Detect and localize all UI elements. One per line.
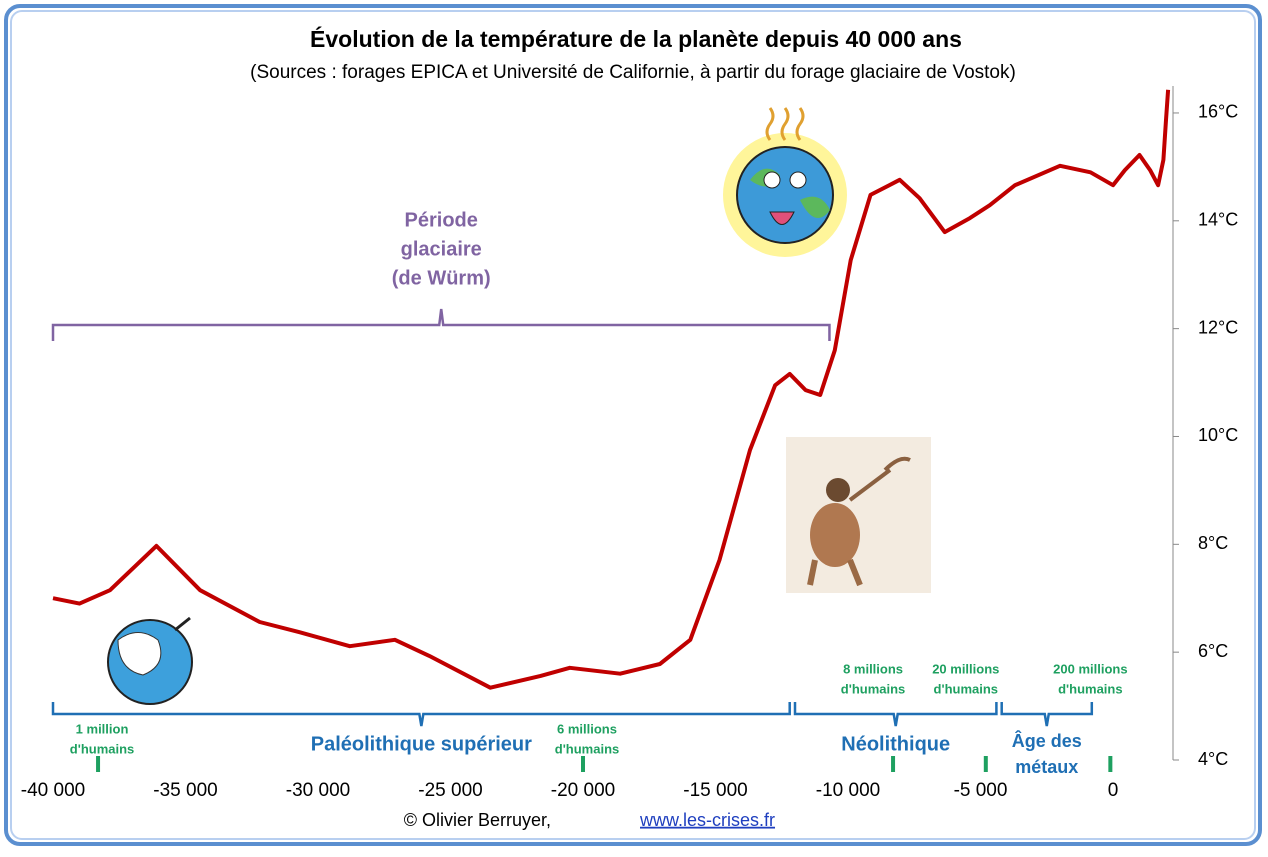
period-label: métaux [1015, 757, 1078, 777]
population-label: d'humains [934, 681, 999, 696]
glacial-label: Période [405, 209, 478, 231]
credit: © Olivier Berruyer, [404, 810, 551, 830]
glacial-brace [51, 308, 831, 341]
population-marker [891, 756, 896, 772]
population-marker [1108, 756, 1113, 772]
population-label: d'humains [555, 741, 620, 756]
period-brace [1000, 702, 1094, 727]
x-tick-label: -5 000 [954, 780, 1008, 801]
y-tick-label: 14°C [1198, 210, 1238, 230]
population-marker [96, 756, 101, 772]
x-tick-label: -25 000 [418, 780, 482, 801]
frame [4, 4, 1262, 846]
x-tick-label: 0 [1108, 780, 1119, 801]
x-tick-label: -35 000 [153, 780, 217, 801]
period-brace [793, 702, 998, 727]
y-tick-label: 12°C [1198, 317, 1238, 337]
population-marker [983, 756, 988, 772]
population-label: 1 million [76, 721, 129, 736]
temperature-line [52, 89, 1171, 690]
hot-earth-illustration [723, 107, 847, 257]
glacial-label: glaciaire [401, 238, 482, 260]
y-tick-label: 10°C [1198, 425, 1238, 445]
population-label: d'humains [841, 681, 906, 696]
period-label: Âge des [1012, 730, 1082, 751]
period-label: Paléolithique supérieur [311, 733, 532, 755]
y-tick-label: 4°C [1198, 749, 1228, 769]
population-marker [581, 756, 586, 772]
population-label: 6 millions [557, 721, 617, 736]
frame-inner [10, 10, 1256, 840]
y-tick-label: 16°C [1198, 102, 1238, 122]
x-tick-label: -40 000 [21, 780, 85, 801]
population-label: 20 millions [932, 661, 999, 676]
population-label: 8 millions [843, 661, 903, 676]
y-tick-label: 6°C [1198, 641, 1228, 661]
glacial-label: (de Würm) [392, 267, 491, 289]
x-tick-label: -30 000 [286, 780, 350, 801]
chart-title: Évolution de la température de la planèt… [310, 25, 962, 52]
caveman-illustration [786, 437, 931, 593]
period-brace [51, 702, 791, 727]
y-tick-label: 8°C [1198, 533, 1228, 553]
x-tick-label: -20 000 [551, 780, 615, 801]
ice-earth-illustration [107, 616, 193, 705]
link[interactable]: www.les-crises.fr [639, 810, 775, 830]
chart-subtitle: (Sources : forages EPICA et Université d… [250, 62, 1016, 83]
x-tick-label: -15 000 [683, 780, 747, 801]
population-label: 200 millions [1053, 661, 1127, 676]
plot: 4°C 6°C 8°C 10°C 12°C 14°C 16°C -40 000 -35 000 -… [21, 86, 1238, 801]
period-label: Néolithique [841, 733, 950, 755]
x-tick-label: -10 000 [816, 780, 880, 801]
population-label: d'humains [70, 741, 135, 756]
population-label: d'humains [1058, 681, 1123, 696]
